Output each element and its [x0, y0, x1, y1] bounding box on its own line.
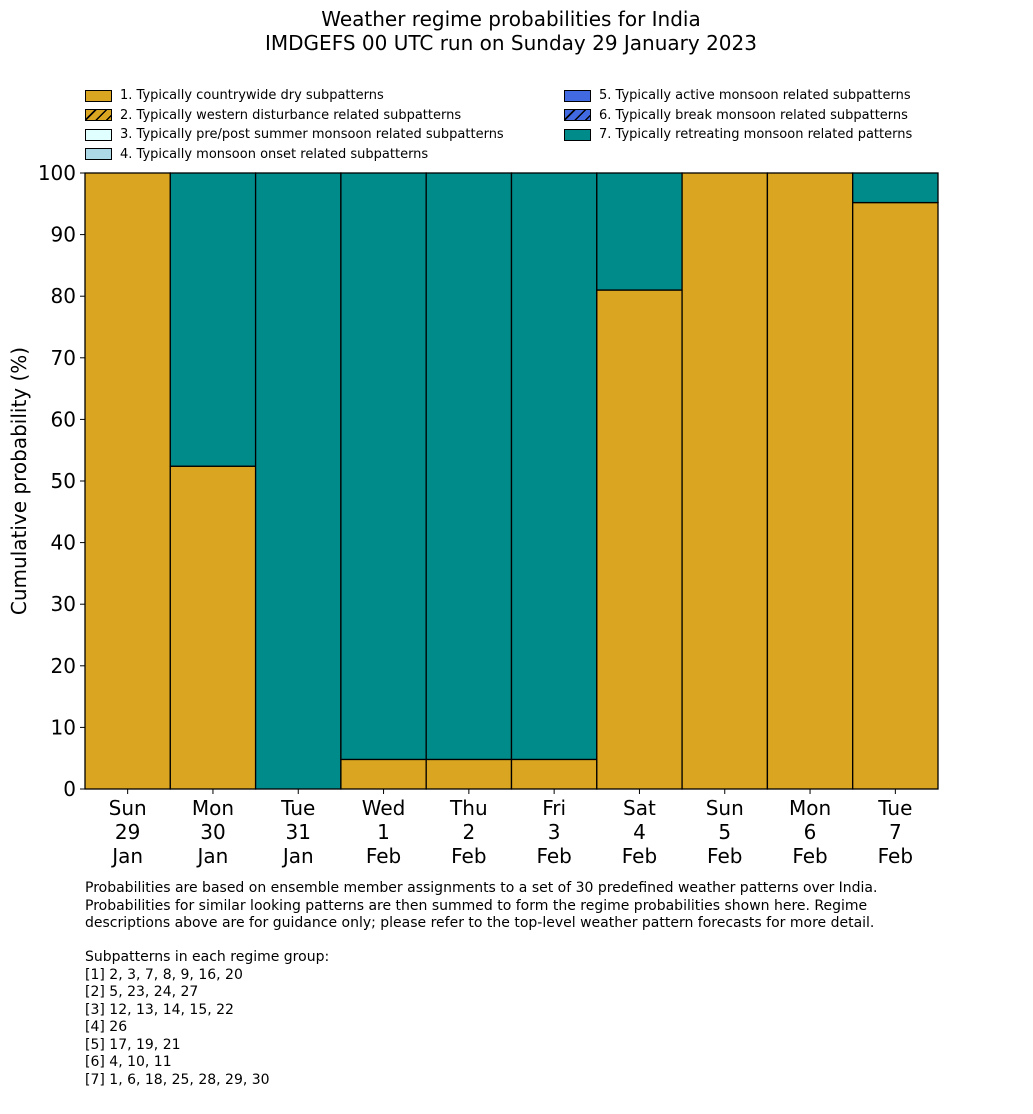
- y-tick-label: 100: [38, 161, 76, 185]
- x-tick-label: Sun: [109, 796, 147, 820]
- bar-segment: [596, 289, 683, 790]
- x-tick-label: 2: [462, 820, 475, 844]
- bar-segment: [852, 172, 939, 204]
- y-tick-label: 20: [51, 654, 76, 678]
- legend-column-left: 1. Typically countrywide dry subpatterns…: [85, 86, 504, 164]
- y-tick-label: 0: [63, 777, 76, 801]
- x-tick-label: Mon: [192, 796, 234, 820]
- x-tick-label: 31: [286, 820, 311, 844]
- x-tick-label: Tue: [877, 796, 912, 820]
- bar-segment: [510, 758, 598, 790]
- legend-label: 3. Typically pre/post summer monsoon rel…: [120, 127, 504, 143]
- x-tick-label: 4: [633, 820, 646, 844]
- legend-swatch: [564, 109, 591, 122]
- y-tick-label: 30: [51, 592, 76, 616]
- legend-item: 2. Typically western disturbance related…: [85, 106, 504, 126]
- group-line: [2] 5, 23, 24, 27: [85, 984, 199, 1000]
- legend-swatch: [85, 89, 112, 102]
- note-line: Probabilities for similar looking patter…: [85, 897, 868, 914]
- legend-item: 4. Typically monsoon onset related subpa…: [85, 145, 504, 165]
- legend-swatch: [85, 148, 112, 161]
- x-tick-label: Jan: [196, 844, 229, 868]
- x-tick-label: Fri: [542, 796, 566, 820]
- bar-segment: [596, 172, 683, 291]
- bar-segment: [254, 172, 342, 790]
- bar-segment: [510, 172, 598, 761]
- groups-heading: Subpatterns in each regime group:: [85, 949, 330, 965]
- x-tick-label: Feb: [622, 844, 657, 868]
- legend-label: 6. Typically break monsoon related subpa…: [599, 107, 908, 123]
- x-tick-label: Sun: [706, 796, 744, 820]
- y-tick-label: 40: [51, 531, 76, 555]
- legend-item: 7. Typically retreating monsoon related …: [564, 125, 912, 145]
- x-tick-label: 3: [548, 820, 561, 844]
- subpattern-groups: Subpatterns in each regime group: [1] 2,…: [85, 949, 329, 1089]
- bar-segment: [340, 172, 427, 761]
- chart-title: Weather regime probabilities for India: [321, 7, 701, 31]
- group-line: [1] 2, 3, 7, 8, 9, 16, 20: [85, 966, 243, 983]
- group-line: [6] 4, 10, 11: [85, 1054, 172, 1070]
- bar-segment: [425, 172, 513, 761]
- y-axis-label: Cumulative probability (%): [7, 347, 31, 615]
- bar-segment: [169, 465, 257, 790]
- x-tick-label: Feb: [878, 844, 913, 868]
- x-tick-label: 6: [804, 820, 817, 844]
- legend-label: 1. Typically countrywide dry subpatterns: [120, 88, 384, 104]
- notes-text: Probabilities are based on ensemble memb…: [85, 880, 985, 933]
- legend-swatch: [85, 109, 112, 122]
- x-tick-label: Feb: [451, 844, 486, 868]
- y-tick-label: 80: [51, 284, 76, 308]
- x-tick-label: Jan: [110, 844, 143, 868]
- chart-area: 0 10 20 30 40 50 60 70 80 90 100 Cumulative probabi…: [7, 161, 939, 868]
- legend-swatch: [564, 89, 591, 102]
- bar-segment: [681, 172, 769, 790]
- bar-segment: [340, 758, 427, 790]
- legend-label: 7. Typically retreating monsoon related …: [599, 127, 913, 143]
- x-tick-label: Feb: [707, 844, 742, 868]
- legend-swatch: [85, 128, 112, 141]
- x-tick-label: Wed: [362, 796, 406, 820]
- legend-swatch: [564, 128, 591, 141]
- bar-segment: [852, 201, 939, 790]
- x-tick-label: Feb: [792, 844, 827, 868]
- x-tick-label: Tue: [280, 796, 315, 820]
- legend-column-right: 5. Typically active monsoon related subp…: [564, 86, 912, 145]
- legend-item: 6. Typically break monsoon related subpa…: [564, 106, 912, 126]
- group-line: [7] 1, 6, 18, 25, 28, 29, 30: [85, 1071, 270, 1088]
- y-tick-label: 70: [51, 346, 76, 370]
- group-line: [5] 17, 19, 21: [85, 1036, 181, 1053]
- x-tick-label: Feb: [366, 844, 401, 868]
- bar-segment: [766, 172, 854, 790]
- y-tick-label: 90: [51, 223, 76, 247]
- note-line: descriptions above are for guidance only…: [85, 915, 875, 931]
- legend-item: 3. Typically pre/post summer monsoon rel…: [85, 125, 504, 145]
- legend-item: 1. Typically countrywide dry subpatterns: [85, 86, 504, 106]
- legend-label: 2. Typically western disturbance related…: [120, 107, 462, 123]
- y-tick-label: 50: [51, 469, 76, 493]
- x-tick-label: 7: [889, 820, 902, 844]
- legend-label: 4. Typically monsoon onset related subpa…: [120, 146, 429, 162]
- x-tick-label: Thu: [449, 796, 488, 820]
- x-tick-label: 5: [718, 820, 731, 844]
- x-tick-label: Jan: [281, 844, 314, 868]
- x-tick-label: 29: [115, 820, 140, 844]
- x-tick-label: 30: [200, 820, 225, 844]
- bar-segment: [425, 758, 513, 790]
- legend-label: 5. Typically active monsoon related subp…: [599, 88, 911, 104]
- bar-segment: [84, 172, 171, 790]
- group-line: [3] 12, 13, 14, 15, 22: [85, 1001, 234, 1018]
- x-tick-label: 1: [377, 820, 390, 844]
- x-tick-label: Sat: [623, 796, 656, 820]
- x-tick-label: Mon: [789, 796, 831, 820]
- legend-item: 5. Typically active monsoon related subp…: [564, 86, 912, 106]
- y-tick-label: 60: [51, 407, 76, 431]
- chart-subtitle: IMDGEFS 00 UTC run on Sunday 29 January …: [265, 31, 757, 55]
- group-line: [4] 26: [85, 1019, 128, 1035]
- bar-segment: [169, 172, 257, 467]
- note-line: Probabilities are based on ensemble memb…: [85, 880, 878, 896]
- y-tick-label: 10: [51, 715, 76, 739]
- x-tick-label: Feb: [536, 844, 571, 868]
